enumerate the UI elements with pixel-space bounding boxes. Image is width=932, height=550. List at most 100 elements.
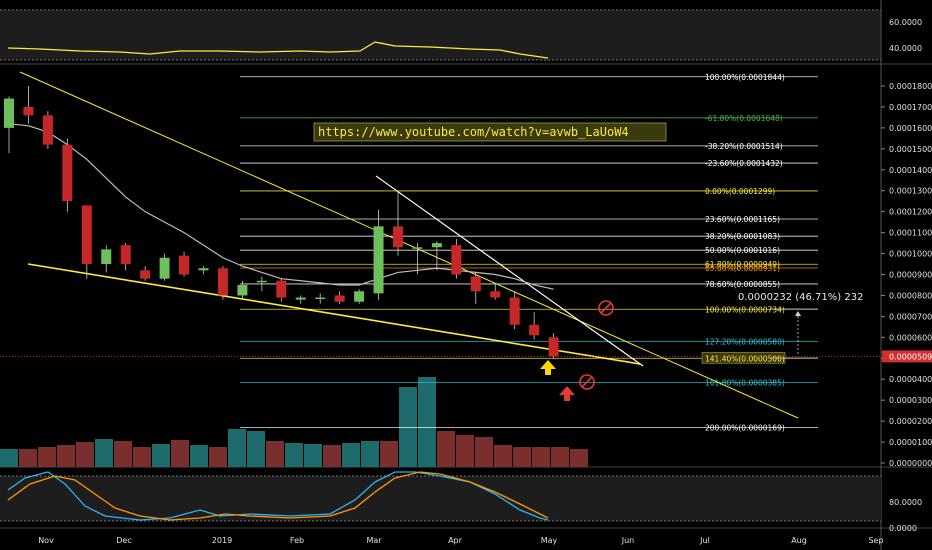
fib-level-label: 127.20%(0.0000580) [705, 338, 785, 347]
candle [140, 266, 151, 281]
candle [217, 266, 228, 300]
url-annotation[interactable]: https://www.youtube.com/watch?v=avwb_LaU… [313, 122, 667, 142]
candle-body [4, 98, 14, 128]
candle-body [217, 268, 228, 296]
volume-bars [0, 377, 588, 467]
fib-level-label: 65.00%(0.0000931) [705, 264, 780, 273]
candle [62, 138, 73, 212]
candle [159, 253, 170, 281]
candle [276, 278, 287, 302]
candle-body [256, 280, 267, 283]
price-tick-label: 0.0001800 [889, 82, 932, 91]
candle-body [509, 297, 520, 325]
fib-level-label: -23.60%(0.0001432) [705, 159, 783, 168]
top-tick-label: 60.0000 [889, 18, 922, 27]
candle-body [276, 280, 287, 298]
price-tick-label: 0.0000600 [889, 333, 932, 342]
volume-bar [380, 441, 398, 467]
volume-bar [532, 447, 550, 467]
fib-level-label: 78.60%(0.0000855) [705, 280, 780, 289]
candlesticks [4, 86, 559, 359]
fib-level-label: 61.80%(0.0000949) [705, 260, 780, 269]
price-tick-label: 0.0000800 [889, 291, 932, 300]
candle [179, 251, 190, 277]
bottom-tick-label: 80.0000 [889, 498, 922, 507]
candle [354, 289, 365, 304]
stoch-d-line [7, 471, 549, 521]
price-tick-label: 0.0000200 [889, 417, 932, 426]
candle [295, 295, 306, 304]
candle [256, 276, 267, 292]
candle-body [198, 268, 209, 271]
up-arrow-yellow-icon [540, 360, 556, 375]
time-tick-label: Jul [699, 536, 710, 545]
volume-bar [361, 441, 379, 467]
time-tick-label: Nov [38, 536, 54, 545]
candle [4, 96, 14, 154]
volume-bar [399, 387, 417, 467]
url-text: https://www.youtube.com/watch?v=avwb_LaU… [318, 125, 629, 139]
measure-tool[interactable]: 0.0000232 (46.71%) 232 [738, 292, 863, 359]
price-tick-label: 0.0001600 [889, 124, 932, 133]
white-trendline[interactable] [375, 175, 644, 367]
current-price-tag: 0.0000509 [882, 350, 932, 363]
candle [120, 243, 131, 271]
candle [237, 280, 248, 300]
fib-level-label: 23.60%(0.0001165) [705, 215, 780, 224]
volume-bar [0, 449, 18, 467]
current-price-value: 0.0000509 [889, 352, 932, 361]
yellow-upper-trendline[interactable] [19, 71, 799, 419]
volume-bar [133, 447, 151, 467]
top-tick-label: 40.0000 [889, 44, 922, 53]
fib-level-label: -38.20%(0.0001514) [705, 142, 783, 151]
candle [373, 209, 384, 300]
time-axis[interactable]: Nov Dec 2019 Feb Mar Apr May Jun Jul Aug Sep [38, 536, 883, 545]
candle-body [470, 276, 481, 292]
candle [334, 291, 345, 304]
volume-bar [247, 431, 265, 467]
measure-arrow-icon [795, 311, 801, 316]
volume-bar [285, 443, 303, 467]
candle-body [412, 247, 423, 249]
fib-level-label: 100.00%(0.0000734) [705, 305, 785, 314]
volume-bar [475, 437, 493, 467]
price-tick-label: 0.0000300 [889, 396, 932, 405]
rsi-line [7, 41, 549, 59]
candle [412, 243, 423, 275]
fib-level-label: 38.20%(0.0001083) [705, 232, 780, 241]
time-tick-label: Aug [791, 536, 807, 545]
volume-bar [95, 439, 113, 467]
candle [198, 266, 209, 275]
yellow-lower-trendline[interactable] [27, 263, 641, 365]
price-tick-label: 0.0000000 [889, 459, 932, 468]
volume-bar [513, 447, 531, 467]
candle-body [23, 106, 34, 116]
volume-bar [57, 445, 75, 467]
price-axis[interactable]: 0.0001800 0.0001700 0.0001600 0.0001500 0.00… [881, 82, 932, 468]
candle-body [120, 245, 131, 265]
volume-bar [228, 429, 246, 467]
candle-body [140, 270, 151, 279]
price-tick-label: 0.0001200 [889, 208, 932, 217]
bottom-tick-label: 0.0000 [889, 524, 917, 533]
no-entry-icon [579, 374, 595, 390]
candle-body [42, 115, 53, 145]
volume-bar [570, 449, 588, 467]
no-entry-icon [598, 300, 614, 316]
volume-bar [190, 445, 208, 467]
time-tick-label: Apr [448, 536, 463, 545]
candle [490, 282, 501, 300]
candle [81, 205, 92, 279]
volume-bar [76, 442, 94, 467]
volume-bar [19, 449, 37, 467]
candle-body [179, 255, 190, 275]
fib-level-label: 100.00%(0.0001844) [705, 73, 785, 82]
volume-bar [304, 444, 322, 467]
candle [431, 240, 442, 271]
volume-bar [38, 447, 56, 467]
candle-body [334, 295, 345, 302]
volume-bar [494, 445, 512, 467]
volume-bar [551, 447, 569, 467]
